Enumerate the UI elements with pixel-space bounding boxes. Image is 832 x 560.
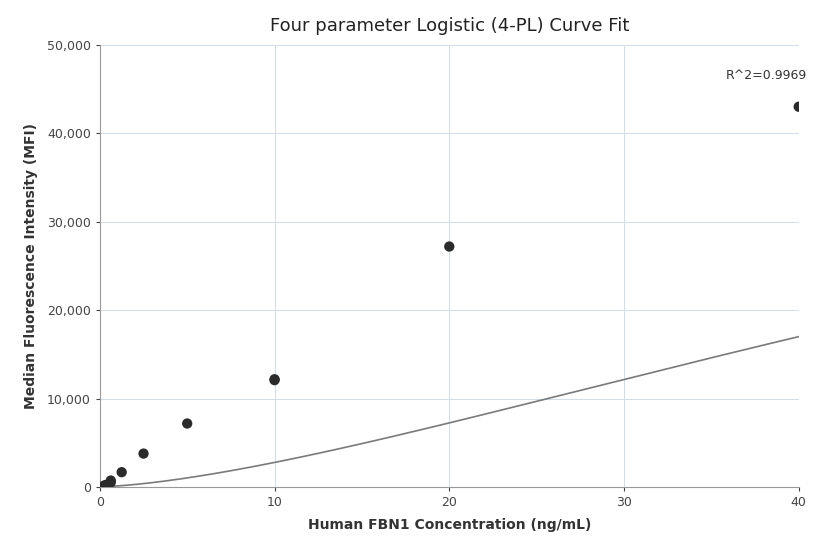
- Point: [136, 449, 151, 458]
- Point: [104, 476, 117, 485]
- Text: R^2=0.9969: R^2=0.9969: [726, 69, 808, 82]
- Point: [96, 482, 109, 491]
- X-axis label: Human FBN1 Concentration (ng/mL): Human FBN1 Concentration (ng/mL): [308, 517, 591, 531]
- Point: [268, 375, 281, 384]
- Point: [115, 468, 128, 477]
- Y-axis label: Median Fluorescence Intensity (MFI): Median Fluorescence Intensity (MFI): [24, 123, 38, 409]
- Point: [99, 480, 112, 489]
- Point: [181, 419, 194, 428]
- Point: [104, 478, 117, 487]
- Point: [443, 242, 456, 251]
- Point: [268, 376, 281, 385]
- Point: [792, 102, 805, 111]
- Title: Four parameter Logistic (4-PL) Curve Fit: Four parameter Logistic (4-PL) Curve Fit: [270, 17, 629, 35]
